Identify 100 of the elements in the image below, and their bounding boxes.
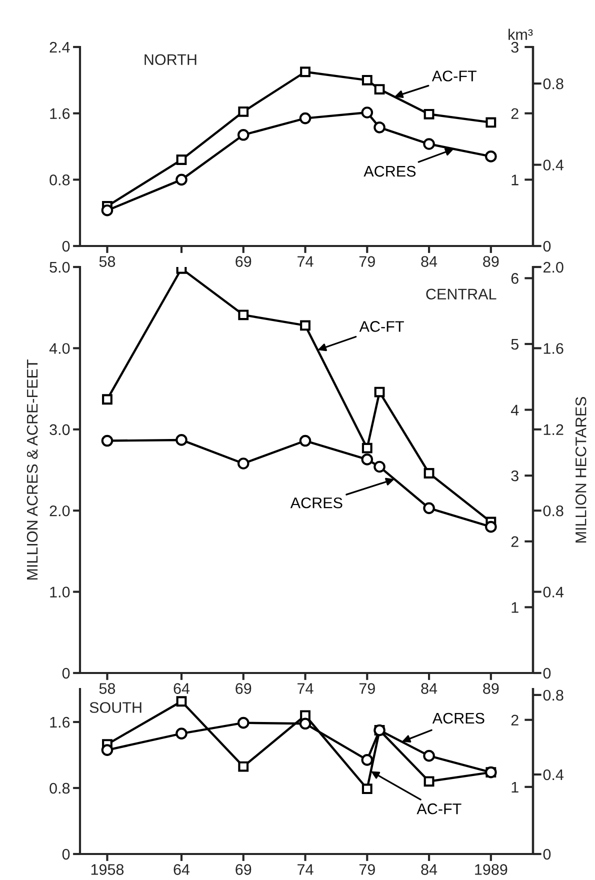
text: SOUTH (90, 702, 142, 713)
point (300, 320, 310, 331)
x-tick-label: 1958 (91, 864, 124, 875)
series-label: ACRES (364, 166, 416, 177)
point (238, 310, 249, 320)
x-tick-label: 74 (298, 683, 314, 694)
y2-tick-label: 1 (512, 602, 518, 613)
point (485, 150, 497, 162)
y-tick-label: 0 (62, 240, 70, 252)
y-axis-title: MILLION ACRES & ACRE-FEET (26, 360, 38, 580)
point (101, 434, 114, 447)
x-tick-label: 74 (298, 256, 314, 267)
y-tick-label: 0.8 (50, 782, 70, 794)
point (486, 117, 496, 128)
y2-axis-title: km³ (508, 28, 533, 40)
y3-tick-label: 1.2 (544, 424, 564, 435)
x-tick-label: 58 (99, 256, 116, 267)
point (176, 696, 187, 707)
point (423, 750, 435, 762)
point (237, 716, 250, 729)
y-tick-label: 0 (62, 668, 70, 679)
point (361, 106, 374, 118)
y-tick-label: 1.6 (50, 716, 70, 728)
point (299, 112, 312, 124)
y3-tick-label: 0 (543, 240, 551, 252)
x-tick-label: 79 (359, 864, 375, 875)
y2-tick-label: 6 (511, 273, 518, 284)
x-tick-label: 58 (99, 683, 116, 694)
point (424, 108, 434, 120)
point (237, 128, 250, 141)
y-tick-label: 0.8 (50, 174, 70, 186)
point (176, 728, 188, 740)
y2-tick-label: 2 (511, 714, 518, 726)
y3-tick-label: 2.0 (543, 262, 564, 273)
point (362, 784, 372, 794)
point (299, 718, 312, 730)
x-tick-label: 89 (483, 256, 499, 267)
y3-tick-label: 0.4 (543, 160, 564, 170)
chart-title: NORTH (144, 54, 196, 66)
x-tick-label: 74 (298, 864, 314, 875)
point (176, 174, 188, 186)
x-tick-label: 64 (174, 683, 190, 694)
y2-tick-label: 2 (511, 108, 518, 119)
point (237, 458, 250, 470)
point (238, 761, 249, 772)
x-tick-label: 79 (359, 683, 375, 694)
x-tick-label: 1989 (475, 864, 508, 875)
y-tick-label: 0 (62, 848, 70, 860)
point (299, 434, 312, 447)
y3-tick-label: 1.6 (544, 343, 564, 354)
text: AC-FT (359, 321, 404, 332)
y3-tick-label: 0 (543, 668, 551, 679)
x-tick-label: 89 (483, 683, 499, 694)
point (424, 468, 434, 478)
text: ACRES (290, 497, 342, 508)
x-tick-label: 64 (174, 864, 190, 875)
y-tick-label: 1.6 (50, 108, 70, 120)
point (238, 106, 249, 117)
y2-tick-label: 4 (510, 404, 519, 416)
series-label: AC-FT (416, 803, 462, 814)
y2-tick-label: 1 (512, 782, 518, 792)
text: CENTRAL (426, 288, 496, 300)
y-tick-label: 2.4 (50, 42, 70, 53)
point (424, 776, 434, 787)
y3-axis-title: MILLION HECTARES (575, 396, 586, 542)
x-tick-label: 84 (421, 256, 438, 267)
y3-tick-label: 0.8 (543, 78, 564, 90)
point (423, 502, 435, 514)
series-label: ACRES (432, 712, 484, 724)
point (176, 154, 187, 165)
point (374, 460, 386, 473)
x-tick-label: 84 (421, 683, 438, 694)
point (423, 138, 435, 150)
point (101, 744, 114, 756)
point (374, 122, 386, 134)
y3-tick-label: 0.4 (543, 769, 564, 780)
y3-tick-label: 0.8 (543, 690, 564, 701)
y2-tick-label: 5 (511, 339, 518, 350)
point (362, 74, 372, 86)
y2-tick-label: 3 (511, 470, 518, 482)
point (101, 204, 114, 216)
series-label: AC-FT (432, 70, 477, 82)
y3-tick-label: 0.4 (543, 586, 564, 598)
x-tick-label: 69 (236, 256, 252, 267)
y3-tick-label: 0.8 (543, 505, 564, 516)
point (361, 754, 374, 766)
x-tick-label: 79 (359, 256, 375, 267)
y-tick-label: 1.0 (50, 586, 70, 598)
y-tick-label: 3.0 (50, 424, 70, 436)
x-tick-label: 84 (421, 864, 438, 875)
point (362, 442, 372, 454)
y2-tick-label: 3 (511, 42, 518, 53)
y2-tick-label: 1 (512, 174, 518, 186)
point (374, 84, 385, 94)
point (485, 520, 497, 533)
point (361, 454, 374, 466)
y2-tick-label: 2 (511, 536, 518, 547)
point (102, 394, 112, 405)
y-tick-label: 2.0 (50, 505, 70, 516)
point (300, 66, 310, 78)
